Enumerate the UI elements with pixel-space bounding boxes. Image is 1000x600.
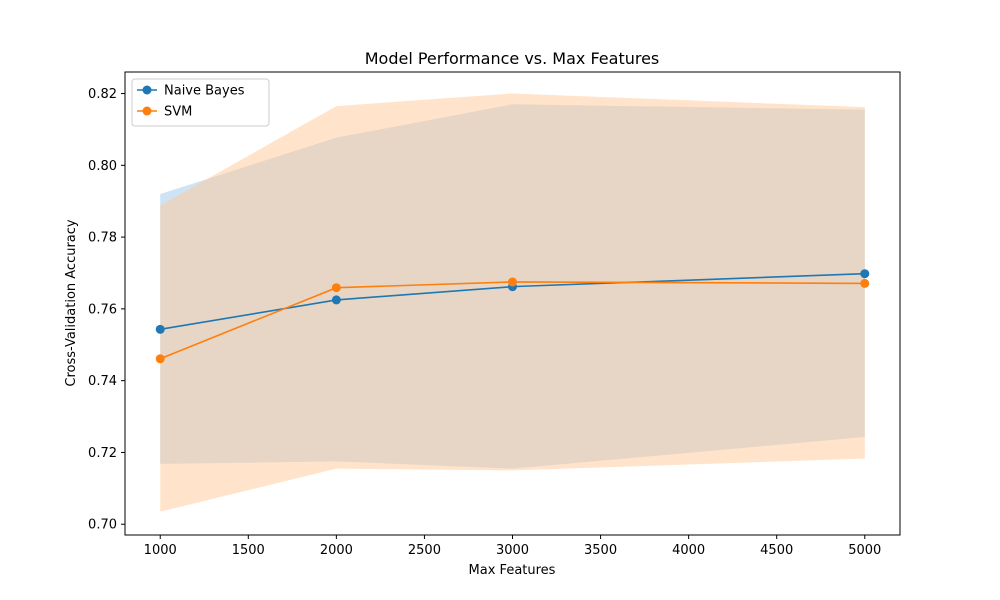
- x-tick-label-5: 3500: [584, 543, 617, 558]
- confidence-bands: [160, 93, 865, 512]
- x-tick-label-7: 4500: [760, 543, 793, 558]
- x-tick-label-4: 3000: [496, 543, 529, 558]
- x-axis-label: Max Features: [469, 563, 556, 578]
- y-tick-label-2: 0.74: [88, 374, 117, 389]
- y-tick-label-1: 0.72: [88, 446, 117, 461]
- legend-marker-1: [142, 106, 152, 116]
- x-tick-label-3: 2500: [408, 543, 441, 558]
- series-points: [155, 269, 870, 364]
- legend: Naive Bayes SVM: [131, 78, 270, 127]
- point-series-0-1: [331, 295, 341, 305]
- x-tick-label-2: 2000: [320, 543, 353, 558]
- x-tick-label-1: 1500: [232, 543, 265, 558]
- y-tick-label-0: 0.70: [88, 518, 117, 533]
- point-series-1-3: [860, 278, 870, 288]
- legend-box: [131, 78, 270, 127]
- point-series-0-0: [155, 324, 165, 334]
- y-tick-label-6: 0.82: [88, 87, 117, 102]
- line-series-1: [159, 281, 865, 360]
- point-series-1-0: [155, 354, 165, 364]
- x-tick-label-0: 1000: [144, 543, 177, 558]
- y-tick-label-5: 0.80: [88, 159, 117, 174]
- point-series-0-3: [860, 269, 870, 279]
- series-lines: [159, 272, 865, 360]
- x-tick-label-8: 5000: [848, 543, 881, 558]
- x-tick-label-6: 4000: [672, 543, 705, 558]
- band-series-1: [160, 93, 865, 512]
- chart-title: Model Performance vs. Max Features: [365, 49, 660, 68]
- point-series-1-2: [508, 277, 517, 287]
- x-axis-ticks: 1000 1500 2000 2500 3000 3500 4000 4500 5000: [144, 535, 881, 558]
- legend-label-0: Naive Bayes: [164, 84, 245, 99]
- legend-marker-0: [142, 85, 152, 95]
- y-axis-ticks: 0.70 0.72 0.74 0.76 0.78 0.80 0.82: [88, 87, 125, 533]
- line-series-0: [160, 272, 865, 331]
- legend-label-1: SVM: [164, 105, 192, 120]
- y-axis-label: Cross-Validation Accuracy: [64, 219, 79, 387]
- y-tick-label-3: 0.76: [88, 302, 117, 317]
- y-tick-label-4: 0.78: [88, 231, 117, 246]
- point-series-1-1: [331, 283, 341, 293]
